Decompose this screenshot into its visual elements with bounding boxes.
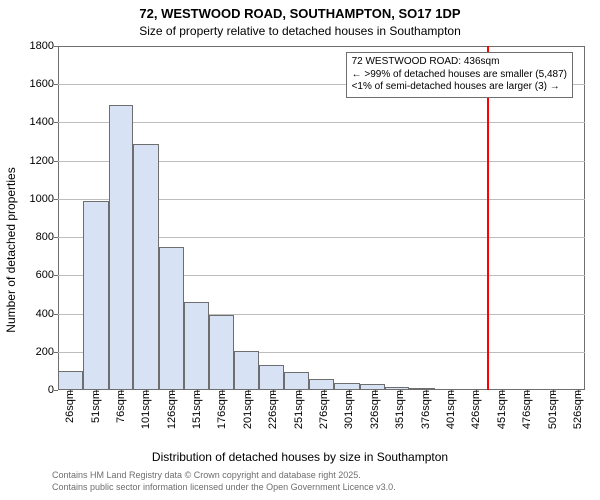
histogram-bar [284, 372, 308, 390]
x-tick-label: 476sqm [521, 390, 533, 429]
y-gridline [58, 122, 585, 123]
y-tick-label: 1400 [30, 116, 58, 128]
annotation-line-2: ← >99% of detached houses are smaller (5… [352, 69, 567, 82]
footnote-line-2: Contains public sector information licen… [52, 482, 396, 492]
chart-title-sub: Size of property relative to detached ho… [0, 24, 600, 38]
annotation-line-3: <1% of semi-detached houses are larger (… [352, 81, 567, 94]
property-size-chart-container: 72, WESTWOOD ROAD, SOUTHAMPTON, SO17 1DP… [0, 0, 600, 500]
y-tick-label: 0 [48, 384, 58, 396]
histogram-bar [83, 201, 108, 390]
x-tick-label: 101sqm [140, 390, 152, 429]
y-tick-label: 600 [36, 269, 58, 281]
plot-border [58, 46, 59, 390]
x-tick-label: 351sqm [394, 390, 406, 429]
y-tick-label: 200 [36, 346, 58, 358]
x-tick-label: 426sqm [470, 390, 482, 429]
histogram-bar [259, 365, 284, 390]
y-tick-label: 1800 [30, 40, 58, 52]
x-tick-label: 401sqm [445, 390, 457, 429]
y-tick-label: 1600 [30, 78, 58, 90]
y-tick-label: 1000 [30, 193, 58, 205]
x-tick-label: 501sqm [547, 390, 559, 429]
x-tick-label: 251sqm [293, 390, 305, 429]
x-tick-label: 226sqm [267, 390, 279, 429]
plot-area: 02004006008001000120014001600180026sqm51… [58, 46, 585, 390]
x-tick-label: 201sqm [242, 390, 254, 429]
x-tick-label: 376sqm [420, 390, 432, 429]
y-tick-label: 1200 [30, 155, 58, 167]
y-tick-label: 400 [36, 308, 58, 320]
y-tick-label: 800 [36, 231, 58, 243]
x-tick-label: 76sqm [115, 390, 127, 423]
x-tick-label: 176sqm [216, 390, 228, 429]
histogram-bar [209, 315, 233, 390]
x-tick-label: 51sqm [90, 390, 102, 423]
histogram-bar [309, 379, 334, 390]
x-tick-label: 526sqm [572, 390, 584, 429]
reference-line [487, 46, 489, 390]
y-axis-label: Number of detached properties [4, 167, 18, 332]
annotation-box: 72 WESTWOOD ROAD: 436sqm ← >99% of detac… [346, 52, 573, 98]
x-axis-label: Distribution of detached houses by size … [0, 450, 600, 464]
histogram-bar [184, 302, 209, 390]
chart-title-main: 72, WESTWOOD ROAD, SOUTHAMPTON, SO17 1DP [0, 6, 600, 21]
histogram-bar [58, 371, 83, 390]
histogram-bar [109, 105, 133, 390]
histogram-bar [334, 383, 359, 390]
x-tick-label: 151sqm [191, 390, 203, 429]
x-tick-label: 26sqm [64, 390, 76, 423]
x-tick-label: 276sqm [318, 390, 330, 429]
plot-border [584, 46, 585, 390]
footnote-line-1: Contains HM Land Registry data © Crown c… [52, 470, 361, 480]
histogram-bar [234, 351, 259, 390]
annotation-line-1: 72 WESTWOOD ROAD: 436sqm [352, 56, 567, 69]
x-tick-label: 326sqm [369, 390, 381, 429]
histogram-bar [159, 247, 184, 390]
x-tick-label: 126sqm [166, 390, 178, 429]
plot-border [58, 46, 585, 47]
histogram-bar [133, 144, 158, 390]
x-tick-label: 451sqm [496, 390, 508, 429]
x-tick-label: 301sqm [343, 390, 355, 429]
